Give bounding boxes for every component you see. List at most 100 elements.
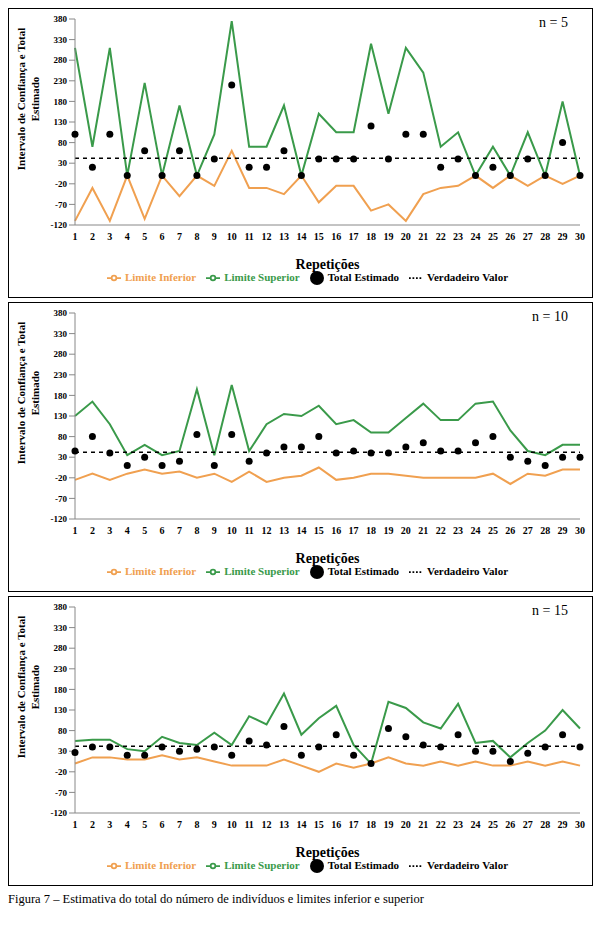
svg-text:7: 7 <box>177 525 182 536</box>
svg-text:29: 29 <box>558 231 568 242</box>
svg-text:130: 130 <box>54 117 68 127</box>
svg-text:180: 180 <box>54 391 68 401</box>
svg-text:26: 26 <box>505 819 515 830</box>
svg-text:Intervalo de Confiança e Total: Intervalo de Confiança e Total <box>15 322 27 464</box>
svg-text:28: 28 <box>540 231 550 242</box>
svg-text:10: 10 <box>227 231 237 242</box>
svg-text:1: 1 <box>73 231 78 242</box>
svg-text:380: 380 <box>54 14 68 24</box>
svg-text:-70: -70 <box>55 788 67 798</box>
svg-text:11: 11 <box>244 525 253 536</box>
svg-text:19: 19 <box>383 231 393 242</box>
svg-text:16: 16 <box>331 525 341 536</box>
svg-text:1: 1 <box>73 819 78 830</box>
svg-text:5: 5 <box>142 525 147 536</box>
svg-text:15: 15 <box>314 819 324 830</box>
svg-text:30: 30 <box>58 158 68 168</box>
svg-text:Repetições: Repetições <box>296 551 360 566</box>
svg-text:12: 12 <box>262 819 272 830</box>
svg-text:130: 130 <box>54 705 68 715</box>
svg-text:-20: -20 <box>55 179 67 189</box>
svg-text:Estimado: Estimado <box>29 664 41 709</box>
svg-text:280: 280 <box>54 349 68 359</box>
svg-text:20: 20 <box>401 525 411 536</box>
svg-text:17: 17 <box>349 525 359 536</box>
svg-text:230: 230 <box>54 76 68 86</box>
svg-text:-120: -120 <box>51 514 68 524</box>
svg-text:230: 230 <box>54 664 68 674</box>
svg-text:180: 180 <box>54 97 68 107</box>
svg-text:4: 4 <box>125 819 130 830</box>
svg-text:-20: -20 <box>55 473 67 483</box>
svg-text:24: 24 <box>471 819 481 830</box>
svg-text:7: 7 <box>177 231 182 242</box>
svg-text:380: 380 <box>54 602 68 612</box>
svg-text:16: 16 <box>331 231 341 242</box>
svg-text:29: 29 <box>558 819 568 830</box>
svg-text:15: 15 <box>314 525 324 536</box>
svg-text:Repetições: Repetições <box>296 257 360 272</box>
svg-text:-20: -20 <box>55 767 67 777</box>
svg-text:30: 30 <box>58 452 68 462</box>
svg-text:30: 30 <box>575 525 585 536</box>
svg-text:2: 2 <box>90 525 95 536</box>
svg-text:10: 10 <box>227 525 237 536</box>
svg-text:-120: -120 <box>51 808 68 818</box>
svg-text:25: 25 <box>488 819 498 830</box>
svg-text:330: 330 <box>54 329 68 339</box>
svg-text:230: 230 <box>54 370 68 380</box>
svg-text:9: 9 <box>212 231 217 242</box>
svg-text:21: 21 <box>418 231 428 242</box>
svg-text:17: 17 <box>349 819 359 830</box>
svg-text:15: 15 <box>314 231 324 242</box>
svg-text:26: 26 <box>505 231 515 242</box>
svg-text:3: 3 <box>107 525 112 536</box>
svg-text:6: 6 <box>160 819 165 830</box>
svg-text:22: 22 <box>436 525 446 536</box>
svg-text:26: 26 <box>505 525 515 536</box>
svg-text:27: 27 <box>523 231 533 242</box>
svg-text:12: 12 <box>262 231 272 242</box>
svg-text:-70: -70 <box>55 200 67 210</box>
svg-text:11: 11 <box>244 231 253 242</box>
svg-text:180: 180 <box>54 685 68 695</box>
svg-text:22: 22 <box>436 231 446 242</box>
svg-text:7: 7 <box>177 819 182 830</box>
svg-text:Intervalo de Confiança e Total: Intervalo de Confiança e Total <box>15 616 27 758</box>
svg-text:3: 3 <box>107 231 112 242</box>
svg-text:3: 3 <box>107 819 112 830</box>
svg-text:8: 8 <box>194 231 199 242</box>
svg-text:80: 80 <box>58 726 68 736</box>
svg-text:14: 14 <box>296 819 306 830</box>
svg-text:6: 6 <box>160 231 165 242</box>
svg-text:28: 28 <box>540 819 550 830</box>
svg-text:130: 130 <box>54 411 68 421</box>
svg-text:2: 2 <box>90 231 95 242</box>
svg-text:13: 13 <box>279 231 289 242</box>
svg-text:6: 6 <box>160 525 165 536</box>
svg-text:30: 30 <box>575 819 585 830</box>
svg-text:330: 330 <box>54 623 68 633</box>
svg-text:280: 280 <box>54 643 68 653</box>
svg-text:Estimado: Estimado <box>29 76 41 121</box>
svg-text:19: 19 <box>383 819 393 830</box>
svg-text:13: 13 <box>279 819 289 830</box>
svg-text:10: 10 <box>227 819 237 830</box>
svg-text:27: 27 <box>523 819 533 830</box>
svg-text:-70: -70 <box>55 494 67 504</box>
svg-text:5: 5 <box>142 231 147 242</box>
svg-text:380: 380 <box>54 308 68 318</box>
svg-text:28: 28 <box>540 525 550 536</box>
svg-text:24: 24 <box>471 231 481 242</box>
svg-text:30: 30 <box>58 746 68 756</box>
svg-text:22: 22 <box>436 819 446 830</box>
svg-text:8: 8 <box>194 525 199 536</box>
svg-text:30: 30 <box>575 231 585 242</box>
svg-text:Repetições: Repetições <box>296 845 360 860</box>
svg-text:11: 11 <box>244 819 253 830</box>
svg-text:-120: -120 <box>51 220 68 230</box>
svg-text:23: 23 <box>453 525 463 536</box>
svg-text:21: 21 <box>418 525 428 536</box>
svg-text:25: 25 <box>488 525 498 536</box>
svg-text:5: 5 <box>142 819 147 830</box>
